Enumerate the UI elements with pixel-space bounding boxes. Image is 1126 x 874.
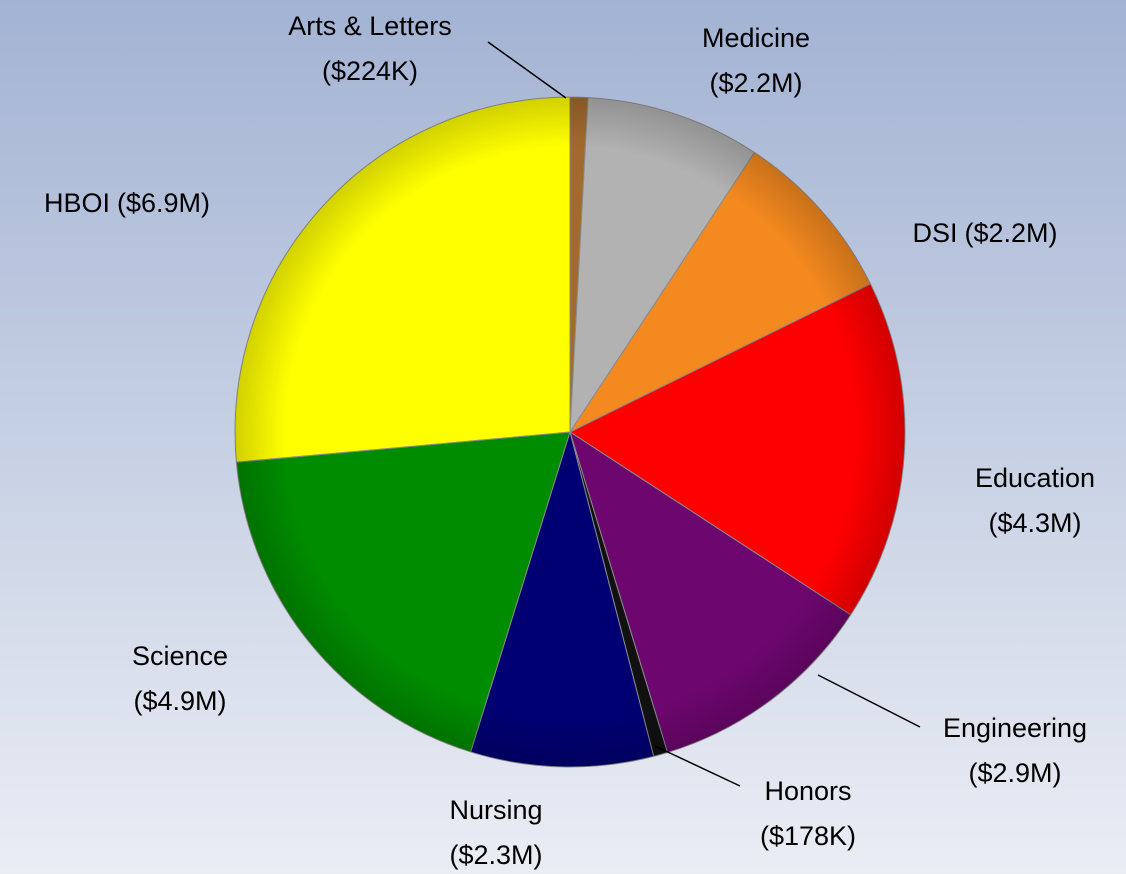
data-label: Engineering ($2.9M) <box>943 713 1087 788</box>
value-label: ($178K) <box>760 821 856 851</box>
data-label: HBOI ($6.9M) <box>44 188 210 218</box>
leader-line <box>654 745 741 787</box>
value-label: ($2.2M) <box>709 68 802 98</box>
category-label: Nursing <box>449 795 542 825</box>
category-label: Medicine <box>702 23 810 53</box>
data-label: Medicine ($2.2M) <box>702 23 810 98</box>
category-label: DSI <box>912 218 957 248</box>
data-label: Arts & Letters ($224K) <box>288 11 452 86</box>
labels: Arts & Letters ($224K)Medicine ($2.2M)DSI(… <box>44 11 1095 870</box>
data-label: DSI ($2.2M) <box>912 218 1057 248</box>
data-label: Honors ($178K) <box>760 776 856 851</box>
value-label: ($224K) <box>322 56 418 86</box>
data-label: Nursing ($2.3M) <box>449 795 542 870</box>
leader-line <box>817 674 921 728</box>
value-label: ($2.3M) <box>449 840 542 870</box>
leader-lines <box>487 41 921 787</box>
category-label: Education <box>975 463 1095 493</box>
data-label: Science ($4.9M) <box>132 641 228 716</box>
category-label: Science <box>132 641 228 671</box>
category-label: Arts & Letters <box>288 11 452 41</box>
value-label: ($2.9M) <box>968 758 1061 788</box>
value-label: ($6.9M) <box>117 188 210 218</box>
value-label: ($2.2M) <box>964 218 1057 248</box>
value-label: ($4.9M) <box>133 686 226 716</box>
category-label: HBOI <box>44 188 110 218</box>
data-label: Education ($4.3M) <box>975 463 1095 538</box>
category-label: Honors <box>764 776 851 806</box>
leader-line <box>487 41 567 99</box>
value-label: ($4.3M) <box>988 508 1081 538</box>
pie <box>234 96 906 768</box>
category-label: Engineering <box>943 713 1087 743</box>
